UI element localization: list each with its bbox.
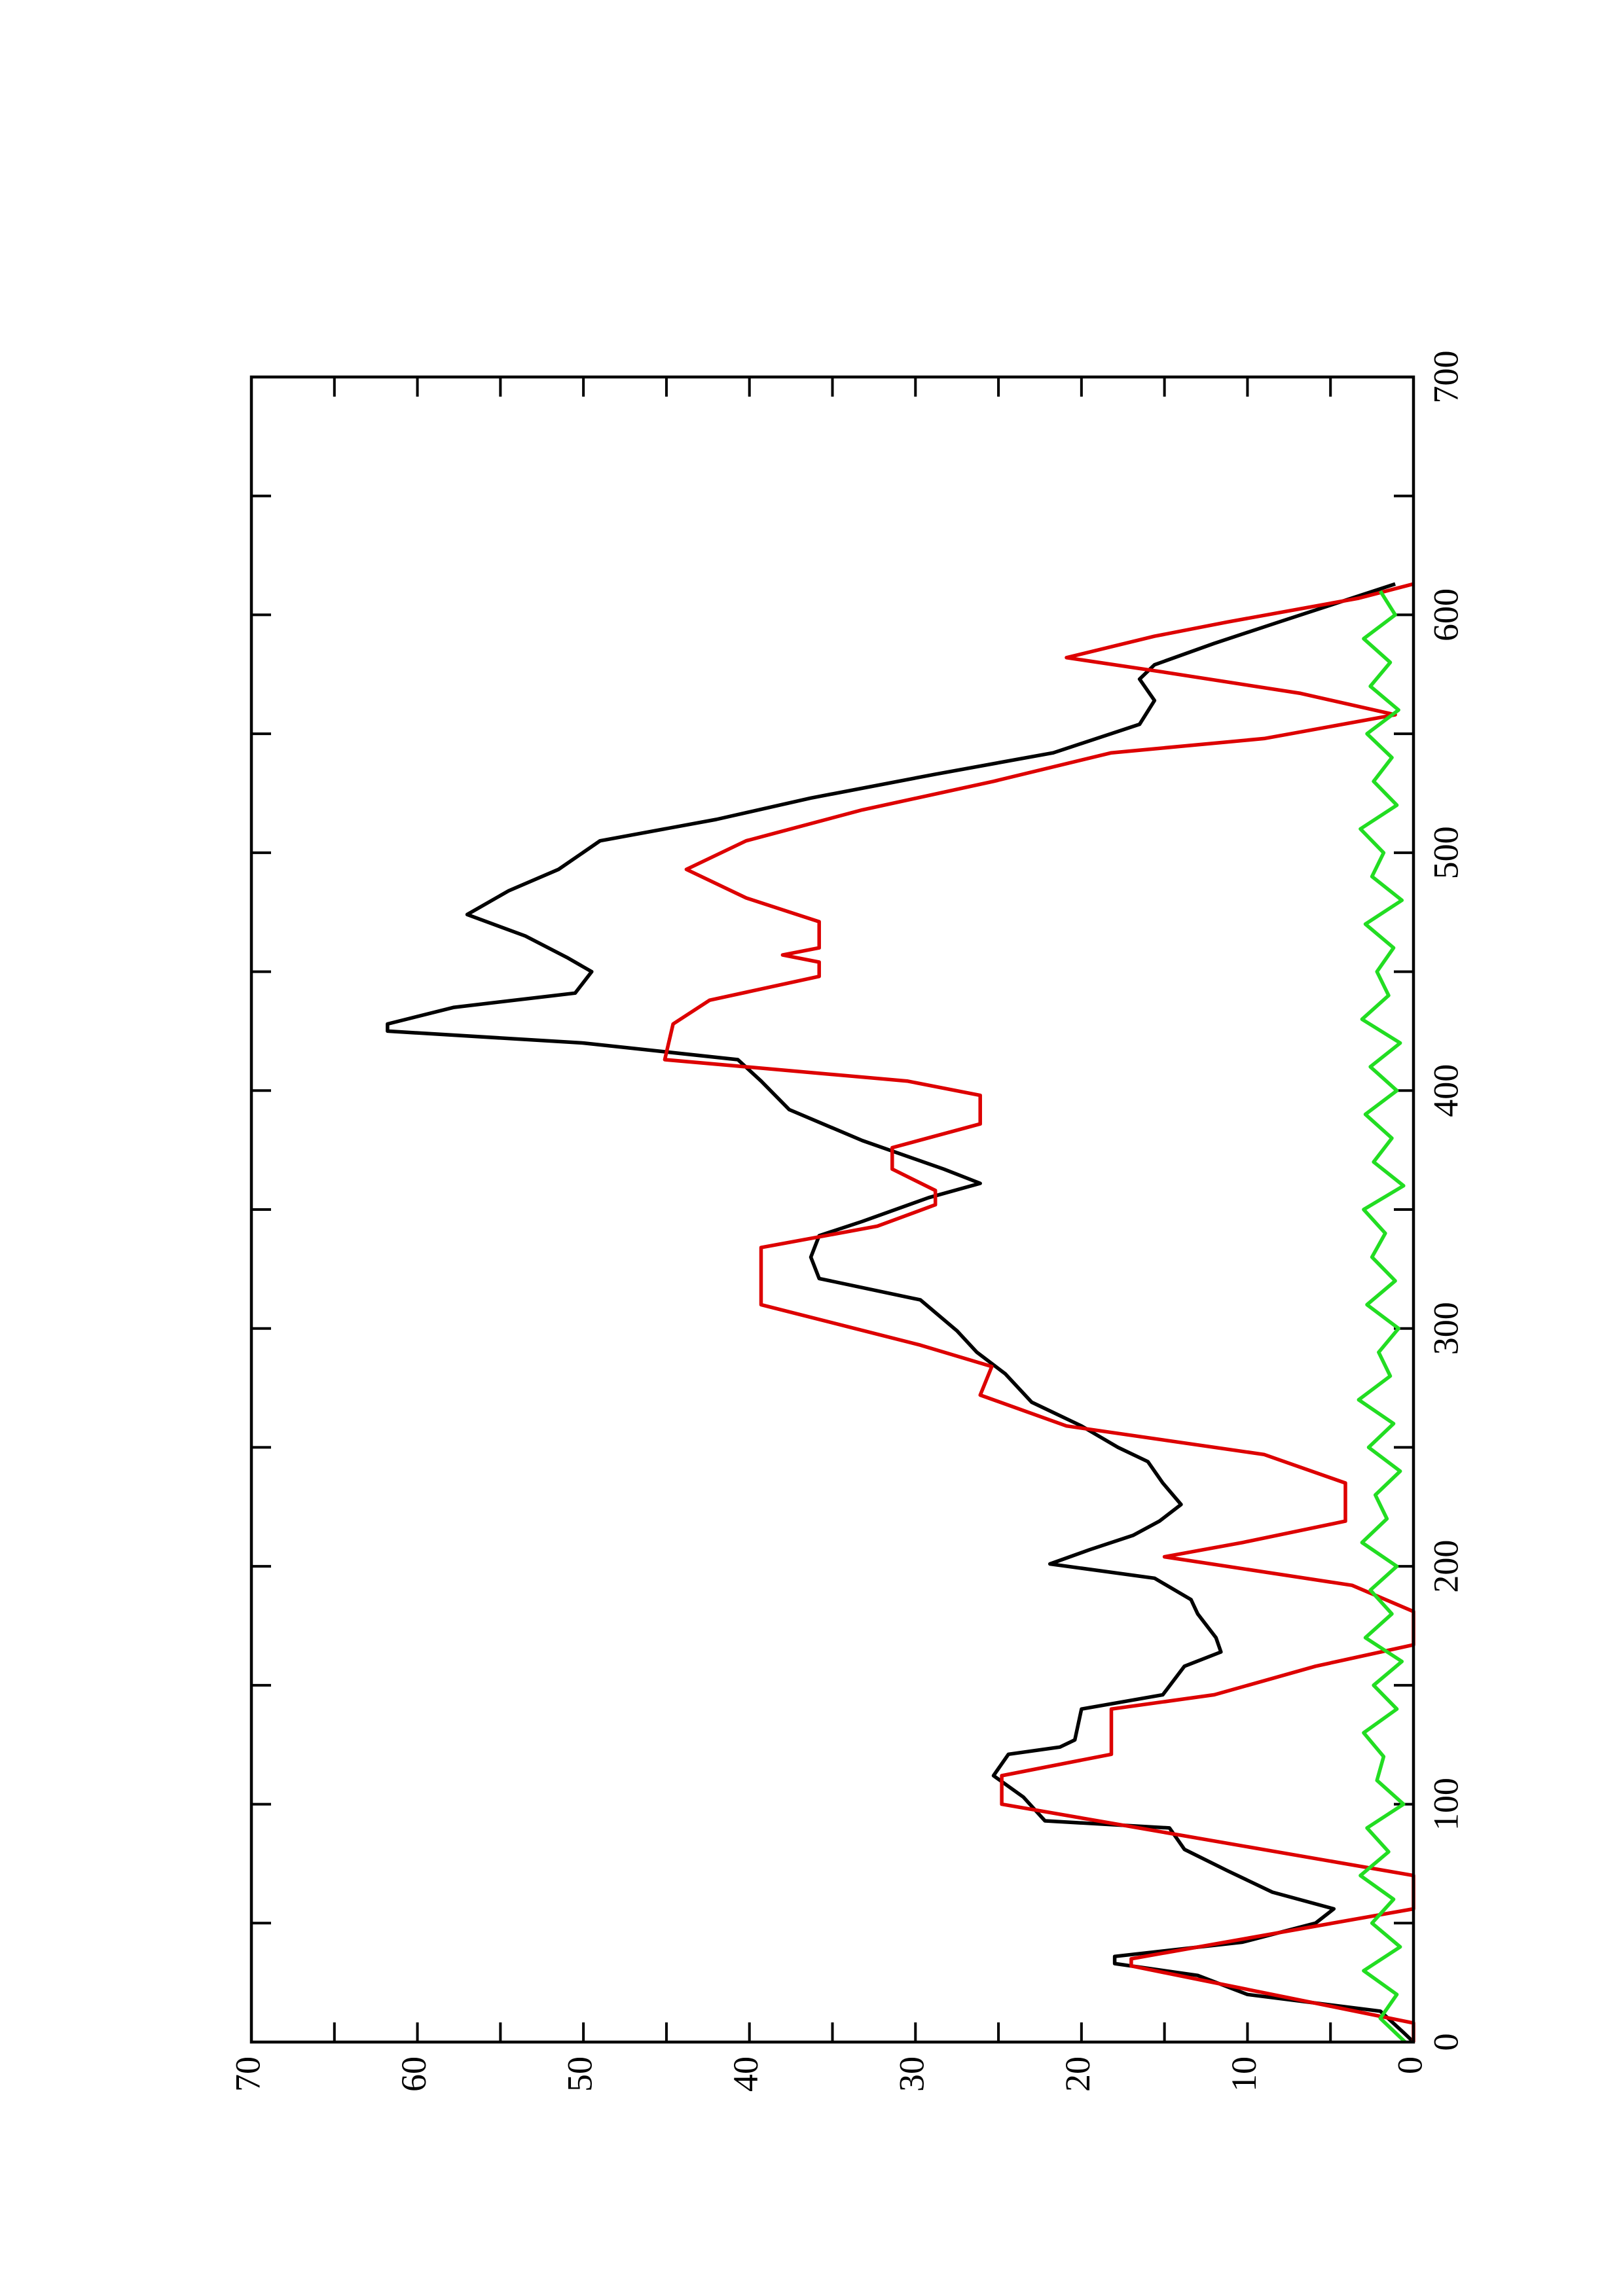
y-tick-label: 10	[1224, 2056, 1264, 2092]
x-tick-label: 300	[1426, 1302, 1465, 1355]
y-tick-label: 20	[1058, 2056, 1097, 2092]
y-tick-label: 30	[892, 2056, 932, 2092]
x-tick-label: 200	[1426, 1540, 1465, 1593]
x-tick-label: 400	[1426, 1064, 1465, 1117]
y-tick-label: 40	[726, 2056, 765, 2092]
y-tick-label: 60	[394, 2056, 433, 2092]
x-tick-label: 0	[1426, 2034, 1465, 2051]
x-tick-label: 700	[1426, 351, 1465, 404]
plot: 0 100 200 300 400 500 600 700 0 10 20 30 40 50 60 70	[228, 351, 1465, 2092]
x-tick-label: 100	[1426, 1778, 1465, 1831]
x-tick-label: 600	[1426, 588, 1465, 641]
data-line	[663, 582, 1415, 2042]
plot-frame	[249, 375, 1415, 2044]
y-tick-label: 50	[560, 2056, 600, 2092]
y-tick-label: 0	[1390, 2056, 1429, 2074]
x-tick-label: 500	[1426, 826, 1465, 879]
data-line	[1357, 590, 1407, 2043]
y-tick-label: 70	[228, 2056, 267, 2092]
